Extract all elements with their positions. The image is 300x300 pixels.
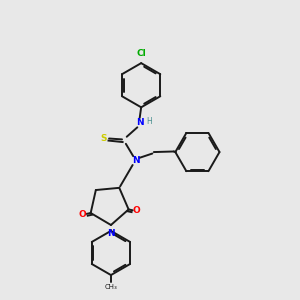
- Text: H: H: [146, 117, 152, 126]
- Text: O: O: [79, 210, 86, 219]
- Text: N: N: [136, 118, 143, 127]
- Text: S: S: [100, 134, 106, 143]
- Text: CH₃: CH₃: [105, 284, 117, 290]
- Text: N: N: [132, 156, 140, 165]
- Text: Cl: Cl: [136, 49, 146, 58]
- Text: N: N: [107, 229, 115, 238]
- Text: O: O: [133, 206, 141, 215]
